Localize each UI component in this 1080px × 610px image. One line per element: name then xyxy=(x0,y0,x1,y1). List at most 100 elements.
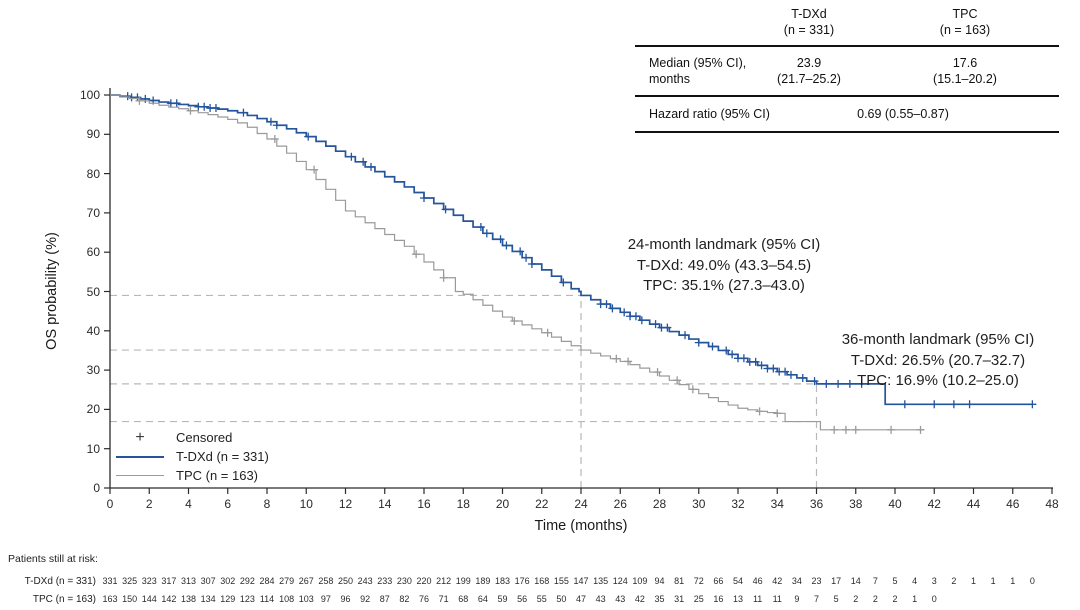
landmark-24-annotation: 24-month landmark (95% CI) T-DXd: 49.0% … xyxy=(588,235,860,297)
at-risk-value: 176 xyxy=(514,576,530,586)
at-risk-value: 0 xyxy=(931,594,937,604)
at-risk-value: 34 xyxy=(791,576,802,586)
y-tick-label: 60 xyxy=(86,245,100,260)
at-risk-value: 2 xyxy=(872,594,878,604)
at-risk-value: 109 xyxy=(632,576,648,586)
x-tick-label: 22 xyxy=(535,497,549,511)
x-tick-label: 6 xyxy=(224,497,232,511)
x-tick-label: 4 xyxy=(185,497,192,511)
at-risk-value: 66 xyxy=(713,576,724,586)
at-risk-value: 72 xyxy=(693,576,704,586)
at-risk-value: 220 xyxy=(416,576,432,586)
at-risk-value: 55 xyxy=(536,594,547,604)
at-risk-value: 317 xyxy=(161,576,177,586)
at-risk-value: 168 xyxy=(534,576,550,586)
at-risk-value: 212 xyxy=(436,576,452,586)
y-tick-label: 90 xyxy=(86,127,100,142)
at-risk-value: 54 xyxy=(732,576,744,586)
x-tick-label: 44 xyxy=(966,497,981,511)
at-risk-value: 76 xyxy=(418,594,430,604)
median-label: Median (95% CI), months xyxy=(649,56,747,86)
at-risk-value: 94 xyxy=(654,576,665,586)
tpc-header: TPC xyxy=(952,7,978,21)
landmark-36-annotation: 36-month landmark (95% CI) T-DXd: 26.5% … xyxy=(798,330,1078,392)
at-risk-value: 3 xyxy=(931,576,937,586)
at-risk-value: 82 xyxy=(399,594,410,604)
at-risk-value: 4 xyxy=(912,576,918,586)
x-tick-label: 36 xyxy=(809,497,824,511)
at-risk-value: 114 xyxy=(259,594,275,604)
at-risk-value: 43 xyxy=(595,594,606,604)
at-risk-value: 13 xyxy=(732,594,744,604)
at-risk-value: 108 xyxy=(279,594,295,604)
at-risk-value: 189 xyxy=(475,576,491,586)
landmark-24-title: 24-month landmark (95% CI) xyxy=(627,236,821,253)
x-tick-label: 14 xyxy=(378,497,392,511)
at-risk-value: 103 xyxy=(298,594,314,604)
results-table-median-row: Median (95% CI), months 23.9 (21.7–25.2)… xyxy=(635,47,1059,97)
at-risk-value: 81 xyxy=(674,576,685,586)
hazard-ratio-value: 0.69 (0.55–0.87) xyxy=(857,107,949,121)
x-tick-label: 0 xyxy=(106,497,114,511)
legend-tdxd-label: T-DXd (n = 331) xyxy=(176,449,269,464)
at-risk-label-tpc: TPC (n = 163) xyxy=(32,594,96,605)
at-risk-value: 135 xyxy=(593,576,609,586)
at-risk-value: 14 xyxy=(850,576,861,586)
at-risk-value: 11 xyxy=(752,594,763,604)
y-tick-label: 70 xyxy=(86,205,100,220)
landmark-36-tdxd: T-DXd: 26.5% (20.7–32.7) xyxy=(850,351,1026,369)
tpc-header-n: (n = 163) xyxy=(939,23,991,37)
at-risk-value: 129 xyxy=(220,594,236,604)
at-risk-value: 59 xyxy=(497,594,508,604)
y-tick-label: 30 xyxy=(86,363,100,378)
at-risk-value: 50 xyxy=(556,594,567,604)
legend: + Censored T-DXd (n = 331) TPC (n = 163) xyxy=(113,428,269,485)
at-risk-value: 1 xyxy=(912,594,918,604)
x-tick-label: 46 xyxy=(1006,497,1020,511)
x-tick-label: 8 xyxy=(263,497,271,511)
at-risk-value: 331 xyxy=(102,576,118,586)
legend-tpc-label: TPC (n = 163) xyxy=(176,468,259,483)
x-tick-label: 10 xyxy=(299,497,313,511)
hazard-ratio-label: Hazard ratio (95% CI) xyxy=(649,107,770,121)
at-risk-value: 25 xyxy=(693,594,704,604)
x-tick-label: 18 xyxy=(456,497,470,511)
landmark-36-title: 36-month landmark (95% CI) xyxy=(841,331,1035,348)
at-risk-value: 138 xyxy=(180,594,197,604)
at-risk-value: 163 xyxy=(102,594,118,604)
at-risk-value: 142 xyxy=(161,594,177,604)
at-risk-title: Patients still at risk: xyxy=(8,553,98,565)
median-tdxd-value: 23.9 (21.7–25.2) xyxy=(777,56,841,86)
at-risk-row-tpc: TPC (n = 163) 163 150 144 142 138 134 129 123 11… xyxy=(0,594,1080,609)
x-tick-label: 42 xyxy=(927,497,941,511)
at-risk-value: 267 xyxy=(298,576,314,586)
at-risk-value: 35 xyxy=(654,594,665,604)
at-risk-value: 92 xyxy=(360,594,371,604)
at-risk-value: 5 xyxy=(833,594,839,604)
at-risk-value: 323 xyxy=(141,576,157,586)
at-risk-value: 233 xyxy=(377,576,393,586)
y-tick-label: 20 xyxy=(86,402,100,417)
y-tick-label: 40 xyxy=(86,323,100,338)
at-risk-value: 31 xyxy=(674,594,685,604)
x-axis-title: Time (months) xyxy=(534,518,628,534)
landmark-24-tpc: TPC: 35.1% (27.3–43.0) xyxy=(643,277,805,294)
landmark-36-tpc: TPC: 16.9% (10.2–25.0) xyxy=(857,372,1019,389)
at-risk-value: 11 xyxy=(772,594,782,604)
at-risk-value: 71 xyxy=(438,594,449,604)
at-risk-value: 7 xyxy=(872,576,878,586)
at-risk-value: 313 xyxy=(180,576,197,586)
legend-item-censored: + Censored xyxy=(113,428,269,447)
legend-item-tdxd: T-DXd (n = 331) xyxy=(113,447,269,466)
at-risk-value: 2 xyxy=(853,594,859,604)
at-risk-value: 250 xyxy=(337,576,354,586)
at-risk-value: 199 xyxy=(455,576,471,586)
at-risk-value: 23 xyxy=(811,576,822,586)
at-risk-value: 42 xyxy=(772,576,783,586)
y-axis-title: OS probability (%) xyxy=(44,232,60,350)
y-tick-label: 80 xyxy=(86,166,100,181)
x-tick-label: 2 xyxy=(145,497,153,511)
results-table-hazard-row: Hazard ratio (95% CI) 0.69 (0.55–0.87) xyxy=(635,97,1059,133)
at-risk-value: 302 xyxy=(220,576,236,586)
